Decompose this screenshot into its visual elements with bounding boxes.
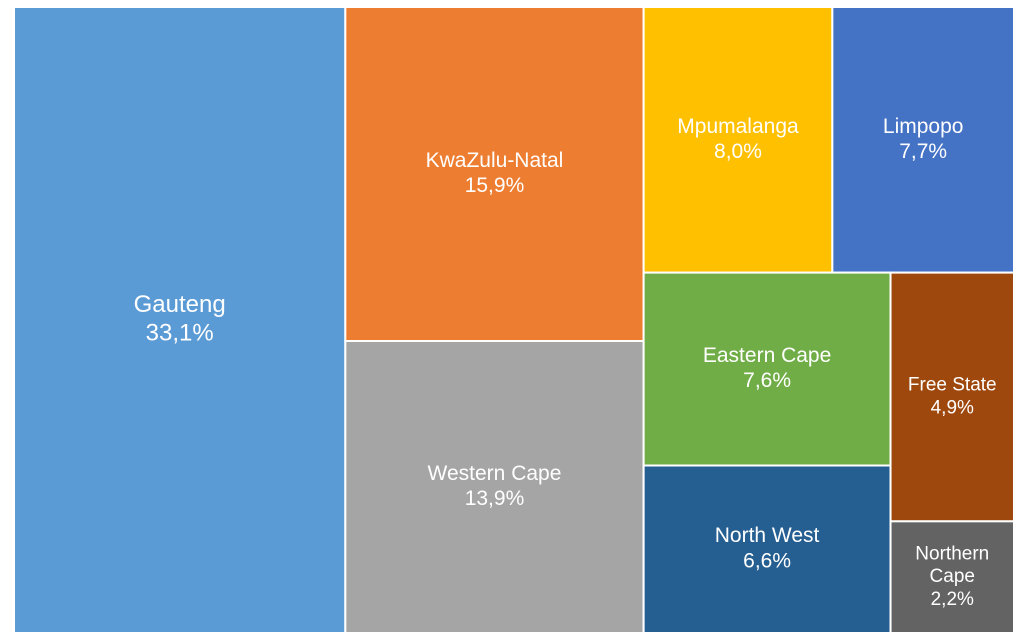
tile-value-label: 13,9%	[465, 487, 525, 510]
tile-label: Gauteng	[134, 291, 226, 318]
treemap-tile	[642, 6, 834, 274]
tile-value-label: 33,1%	[146, 320, 214, 347]
tile-label: Western Cape	[428, 462, 562, 485]
tile-label: KwaZulu-Natal	[426, 149, 564, 172]
tile-label: Mpumalanga	[677, 115, 799, 138]
tile-value-label: 6,6%	[743, 549, 791, 572]
tile-value-label: 7,6%	[743, 369, 791, 392]
tile-value-label: 7,7%	[899, 140, 947, 163]
tile-label: North West	[715, 524, 820, 547]
tile-label: Free State	[908, 375, 997, 396]
tile-label: Limpopo	[883, 115, 964, 138]
tile-value-label: 8,0%	[714, 140, 762, 163]
tile-value-label: 4,9%	[931, 397, 974, 418]
tile-label-line: Northern	[915, 543, 989, 564]
treemap-tile	[13, 6, 347, 633]
tile-value-label: 2,2%	[931, 589, 974, 610]
tile-label: Northern Cape	[915, 543, 989, 587]
treemap-tile	[889, 520, 1015, 633]
treemap-tile	[344, 340, 645, 633]
treemap-tile	[344, 6, 645, 343]
treemap-tile	[831, 6, 1016, 274]
tile-label-line: Cape	[930, 566, 975, 587]
tile-value-label: 15,9%	[465, 174, 525, 197]
tile-label: Eastern Cape	[703, 344, 831, 367]
